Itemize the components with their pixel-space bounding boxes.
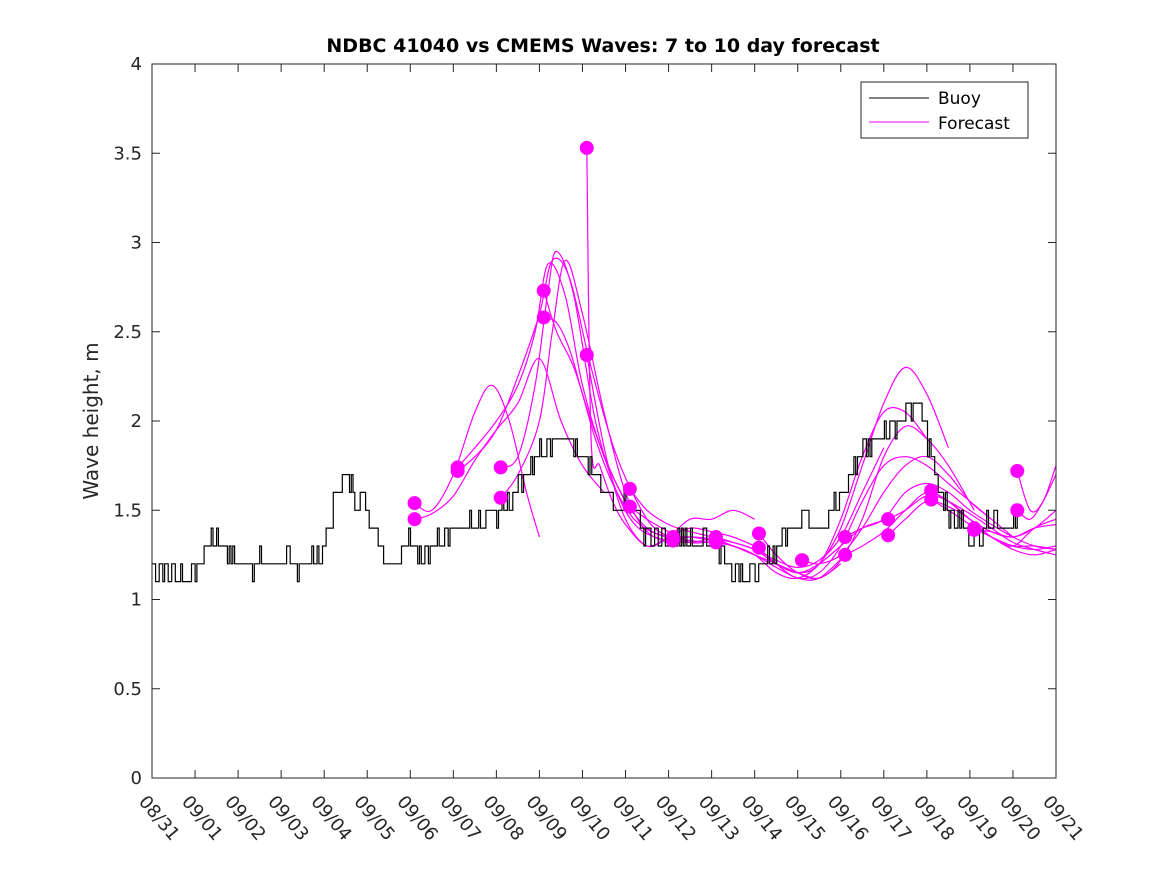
forecast-start-marker [622,499,637,514]
y-tick-label: 1.5 [113,500,142,521]
forecast-line [414,384,540,538]
forecast-start-marker [1010,463,1025,478]
y-tick-label: 4 [131,54,142,75]
legend: Buoy Forecast [860,81,1029,139]
forecast-start-marker [407,512,422,527]
forecast-line [414,357,605,520]
forecast-start-marker [924,492,939,507]
legend-forecast-label: Forecast [938,114,1010,134]
forecast-start-marker [881,512,896,527]
forecast-line [844,482,1057,551]
forecast-start-marker [493,490,508,505]
forecast-line [457,257,669,538]
forecast-line [974,523,1057,538]
plot-area: 00.511.522.533.54 08/3109/0109/0209/0309… [113,54,1087,845]
buoy-series-group [152,402,1019,583]
forecast-line [1016,474,1057,520]
forecast-start-marker [579,347,594,362]
forecast-start-marker [665,533,680,548]
forecast-start-marker [795,553,810,568]
forecast-start-marker [536,310,551,325]
forecast-line [973,527,1057,551]
forecast-line [457,262,627,502]
y-tick-label: 2.5 [113,322,142,343]
buoy-line [152,402,1019,583]
forecast-start-marker [881,528,896,543]
forecast-line [715,366,949,580]
forecast-start-marker [407,496,422,511]
forecast-start-marker [838,530,853,545]
legend-buoy-label: Buoy [938,89,981,109]
y-tick-label: 2 [131,411,142,432]
y-axis-label: Wave height, m [79,342,103,499]
forecast-start-marker [967,522,982,537]
forecast-start-markers [407,140,1025,568]
forecast-start-marker [579,140,594,155]
forecast-start-marker [622,481,637,496]
forecast-line [758,456,992,580]
forecast-start-marker [751,526,766,541]
chart-title: NDBC 41040 vs CMEMS Waves: 7 to 10 day f… [326,35,879,57]
forecast-start-marker [536,283,551,298]
forecast-start-marker [1010,503,1025,518]
forecast-start-marker [493,460,508,475]
y-tick-label: 0.5 [113,679,142,700]
forecast-start-marker [708,535,723,550]
legend-box [860,81,1029,139]
y-tick-label: 1 [131,590,142,611]
forecast-line [1016,465,1057,513]
axes-background [152,64,1056,778]
forecast-start-marker [450,463,465,478]
forecast-line [758,425,975,580]
y-tick-label: 0 [131,768,142,789]
y-tick-label: 3 [131,233,142,254]
forecast-line [801,455,1014,565]
forecast-start-marker [838,547,853,562]
y-tick-label: 3.5 [113,143,142,164]
forecast-line [500,250,695,543]
y-axis-ticks: 0 0.5 1 1.5 2 2.5 3 3.5 4 [113,54,1056,789]
forecast-start-marker [751,540,766,555]
